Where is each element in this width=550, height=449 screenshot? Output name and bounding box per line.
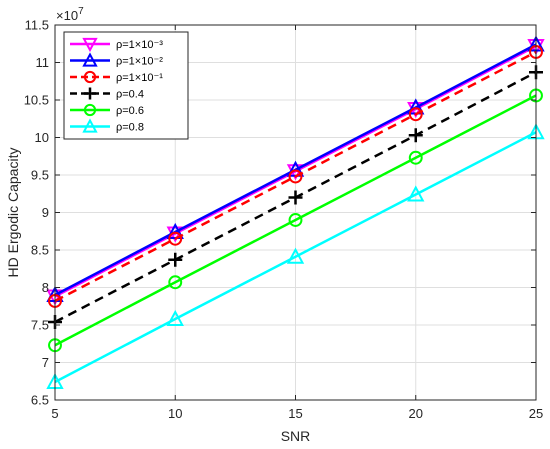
legend-label: ρ=1×10⁻¹: [116, 72, 163, 84]
y-tick-label: 9.5: [31, 168, 49, 183]
x-tick-label: 5: [51, 406, 58, 421]
legend-item: ρ=0.8: [70, 118, 144, 134]
x-axis-label: SNR: [281, 428, 311, 444]
data-point: [288, 169, 303, 184]
y-tick-label: 10: [35, 130, 49, 145]
data-point: [408, 150, 423, 165]
data-point: [288, 213, 303, 227]
legend-marker: [82, 118, 98, 133]
y-multiplier: ×107: [56, 6, 84, 23]
legend-item: ρ=0.4: [70, 87, 144, 101]
x-tick-label: 25: [529, 406, 543, 421]
legend-label: ρ=0.8: [116, 122, 144, 134]
x-tick-label: 10: [168, 406, 182, 421]
series-layer: [46, 35, 545, 389]
legend-marker: [83, 103, 97, 117]
legend-marker: [82, 52, 98, 67]
legend-label: ρ=0.6: [116, 105, 144, 117]
legend-item: ρ=1×10⁻²: [70, 52, 163, 68]
legend-label: ρ=0.4: [116, 89, 144, 101]
y-tick-label: 11: [36, 55, 50, 70]
data-point: [408, 107, 423, 122]
series-5: [46, 123, 545, 389]
x-tick-label: 15: [288, 406, 302, 421]
series-line: [54, 50, 537, 303]
y-tick-label: 9: [42, 205, 49, 220]
data-point: [168, 231, 183, 246]
series-line: [54, 94, 537, 347]
x-tick-label: 20: [409, 406, 423, 421]
legend-box: [63, 31, 189, 140]
data-point: [168, 275, 183, 290]
legend-marker: [83, 70, 97, 84]
data-point: [166, 309, 184, 326]
legend: ρ=1×10⁻³ ρ=1×10⁻² ρ=1×10⁻¹ ρ=0.4 ρ=0.6 ρ=0.8: [63, 31, 189, 140]
y-tick-label: 6.5: [31, 393, 49, 408]
data-point: [286, 247, 305, 264]
y-tick-label: 10.5: [24, 93, 49, 108]
legend-item: ρ=1×10⁻¹: [70, 70, 163, 84]
data-point: [408, 128, 423, 143]
y-tick-label: 7: [42, 355, 49, 370]
legend-item: ρ=1×10⁻³: [70, 37, 163, 53]
series-2: [48, 45, 543, 308]
y-multiplier-exponent: 7: [78, 6, 84, 17]
series-4: [48, 88, 543, 353]
y-axis-label: HD Ergodic Capacity: [5, 148, 21, 278]
legend-marker: [82, 37, 98, 53]
data-point: [407, 185, 425, 202]
y-tick-label: 8.5: [31, 243, 49, 258]
legend-item: ρ=0.6: [70, 103, 144, 117]
series-line: [54, 131, 537, 384]
legend-label: ρ=1×10⁻²: [116, 56, 163, 68]
y-multiplier-base: ×10: [56, 8, 78, 23]
legend-label: ρ=1×10⁻³: [116, 39, 163, 51]
legend-marker: [84, 87, 96, 100]
data-point: [168, 252, 183, 267]
y-tick-label: 8: [42, 280, 49, 295]
data-point: [288, 190, 303, 205]
y-tick-label: 11.5: [25, 18, 49, 33]
y-tick-label: 7.5: [31, 318, 49, 333]
ticks: 5 10 15 20 25 6.5 7 7.5 8 8.5 9 9.5 10 10.5 11 11.5: [24, 18, 544, 422]
